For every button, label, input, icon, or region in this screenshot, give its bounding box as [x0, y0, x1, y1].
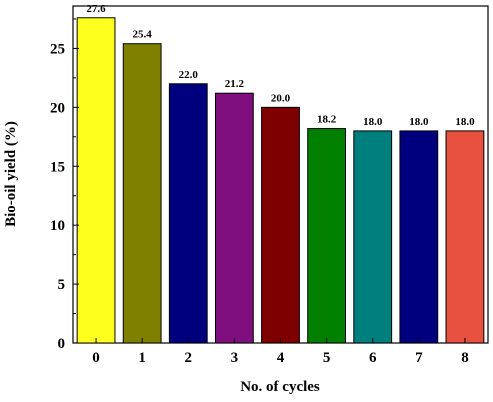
bar-cycle-8: [445, 130, 485, 344]
data-label-cycle-1: 25.4: [133, 29, 153, 41]
bar-cycle-3: [214, 92, 254, 344]
x-tick-label: 3: [231, 350, 239, 366]
bar-cycle-6: [353, 130, 393, 344]
y-tick-label: 15: [50, 159, 65, 175]
x-tick-label: 8: [461, 350, 469, 366]
x-tick-label: 7: [415, 350, 423, 366]
data-label-cycle-4: 20.0: [271, 92, 291, 104]
x-tick-label: 6: [369, 350, 377, 366]
data-label-cycle-8: 18.0: [455, 116, 475, 128]
y-tick-label: 10: [50, 218, 65, 234]
data-label-cycle-6: 18.0: [363, 116, 383, 128]
bar-cycle-4: [261, 106, 300, 344]
data-label-cycle-7: 18.0: [409, 116, 429, 128]
x-axis-title: No. of cycles: [240, 379, 320, 395]
y-axis-title: Bio-oil yield (%): [3, 121, 19, 227]
bar-cycle-5: [307, 128, 347, 344]
bar-cycle-7: [399, 130, 439, 344]
y-tick-label: 0: [58, 336, 66, 352]
x-tick-label: 5: [323, 350, 331, 366]
x-tick-label: 2: [185, 350, 193, 366]
x-axis-ticks: 0 1 2 3 4 5 6 7 8: [92, 338, 469, 366]
y-tick-label: 25: [50, 41, 65, 57]
x-tick-label: 4: [277, 350, 285, 366]
x-tick-label: 0: [92, 350, 100, 366]
bar-cycle-2: [168, 83, 208, 344]
bars-group: [76, 17, 485, 344]
data-label-cycle-5: 18.2: [317, 114, 337, 126]
data-label-cycle-0: 27.6: [86, 3, 106, 15]
bar-cycle-1: [122, 43, 162, 344]
x-tick-label: 1: [138, 350, 146, 366]
y-tick-label: 5: [58, 277, 66, 293]
bar-cycle-0: [76, 17, 116, 344]
y-tick-label: 20: [50, 100, 65, 116]
value-labels-group: 27.6 25.4 22.0 21.2 20.0 18.2 18.0 18.0 18.0: [86, 3, 475, 128]
y-axis-ticks: 0 5 10 15 20 25: [50, 18, 79, 352]
data-label-cycle-2: 22.0: [179, 69, 199, 81]
data-label-cycle-3: 21.2: [225, 78, 245, 90]
